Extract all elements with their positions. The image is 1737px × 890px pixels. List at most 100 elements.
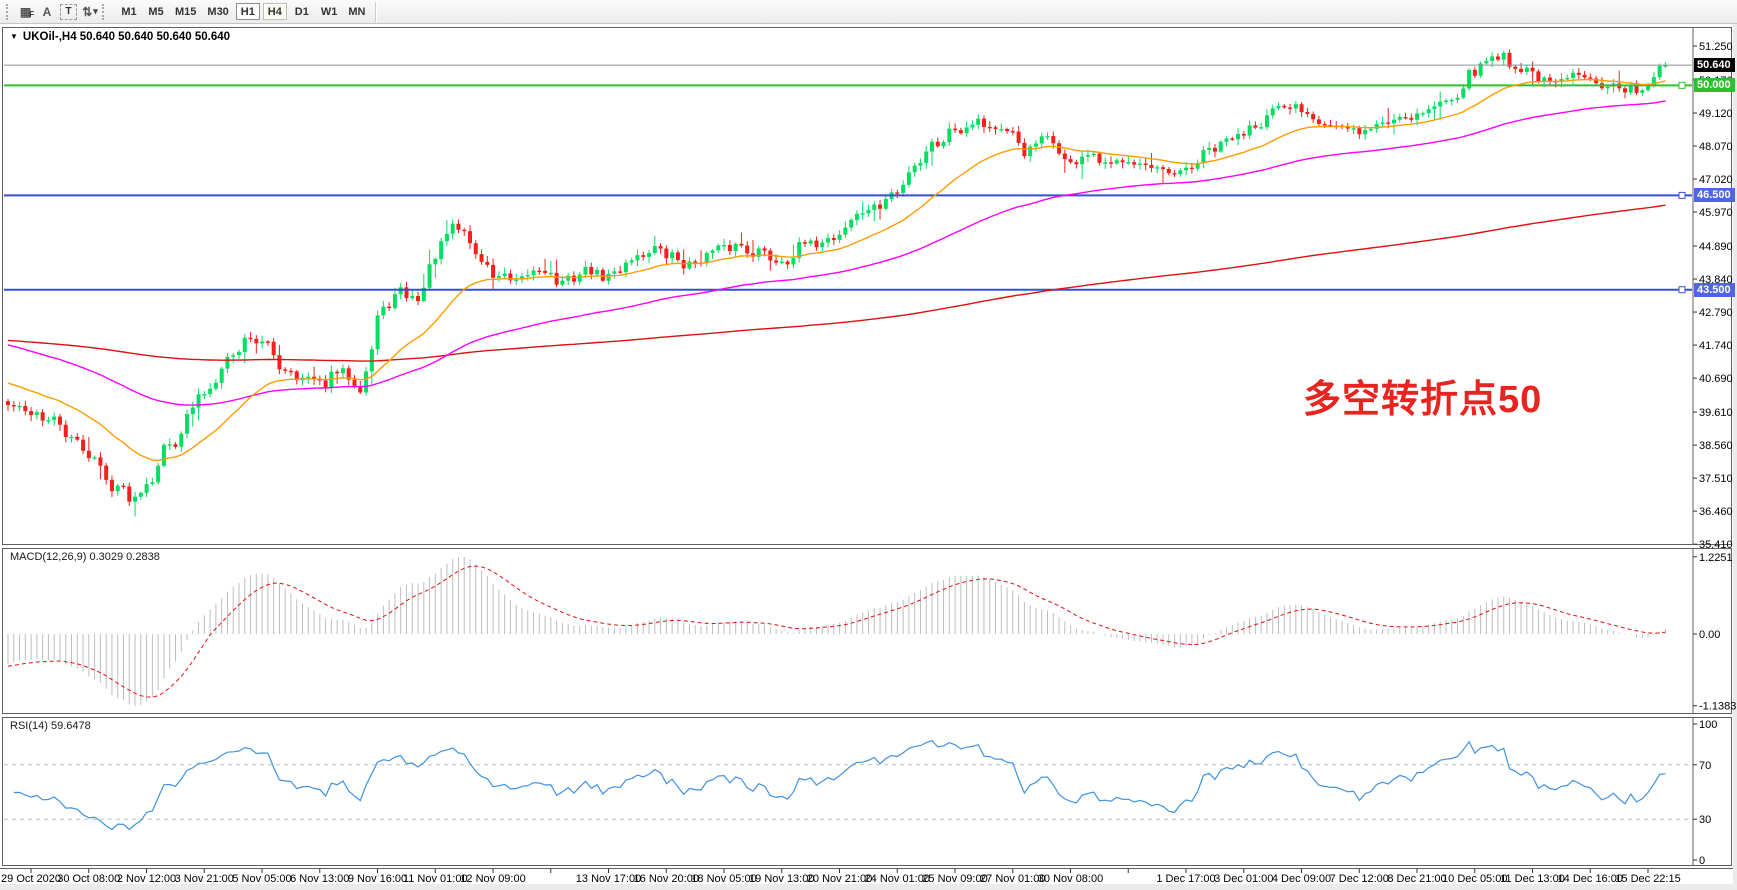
macd-axis-label: 0.00 xyxy=(1699,629,1720,641)
time-axis-label: 6 Nov 13:00 xyxy=(290,873,349,885)
price-axis-label: 37.510 xyxy=(1699,473,1733,485)
timeframe-button-d1[interactable]: D1 xyxy=(294,6,309,18)
rsi-axis-label: 100 xyxy=(1699,719,1717,731)
window-right-edge xyxy=(1733,24,1737,884)
time-axis-label: 14 Dec 16:00 xyxy=(1558,873,1623,885)
time-axis-label: 19 Nov 13:00 xyxy=(749,873,814,885)
time-axis-label: 25 Nov 09:00 xyxy=(922,873,987,885)
price-axis-label: 42.790 xyxy=(1699,307,1733,319)
horizontal-lines[interactable] xyxy=(4,64,1692,294)
symbol-ohlc-title: UKOil-,H4 50.640 50.640 50.640 50.640 xyxy=(22,31,231,43)
macd-axis: 1.2251 0.00 -1.1383 xyxy=(1692,549,1736,713)
hline-43-5-tag[interactable]: 43.500 xyxy=(1694,282,1735,297)
hline-50-handle[interactable] xyxy=(1678,81,1686,89)
toolbar-grip[interactable] xyxy=(6,3,12,20)
price-axis-label: 40.690 xyxy=(1699,373,1733,385)
text-box-icon[interactable]: T xyxy=(60,3,77,20)
toolbar: ▦ F A T ⇅ ▾ M1 M5 M15 M30 H1 H4 D1 W1 MN xyxy=(0,0,1737,24)
price-axis-label: 45.970 xyxy=(1699,207,1733,219)
timeframe-button-h1[interactable]: H1 xyxy=(235,3,260,20)
time-axis-label: 11 Dec 13:00 xyxy=(1500,873,1565,885)
macd-indicator-label: MACD(12,26,9) 0.3029 0.2838 xyxy=(10,551,160,563)
time-axis-label: 3 Nov 21:00 xyxy=(175,873,234,885)
price-chart-panel[interactable] xyxy=(2,27,1732,545)
hline-46-5-tag[interactable]: 46.500 xyxy=(1694,188,1735,203)
time-axis-label: 9 Nov 16:00 xyxy=(348,873,407,885)
macd-panel[interactable] xyxy=(2,548,1732,714)
time-axis-label: 12 Nov 09:00 xyxy=(460,873,525,885)
time-axis-label: 18 Nov 05:00 xyxy=(691,873,756,885)
time-axis xyxy=(0,868,1737,884)
toolbar-separator xyxy=(375,1,377,22)
current-price-line-tag: 50.640 xyxy=(1694,58,1735,73)
time-axis-label: 10 Dec 05:00 xyxy=(1442,873,1507,885)
timeframe-button-mn[interactable]: MN xyxy=(348,6,366,18)
chart-menu-arrow[interactable]: ▼ xyxy=(10,32,18,41)
time-axis-label: 5 Nov 05:00 xyxy=(232,873,291,885)
price-axis-label: 39.610 xyxy=(1699,407,1733,419)
price-axis-label: 49.120 xyxy=(1699,108,1733,120)
time-axis-label: 20 Nov 21:00 xyxy=(807,873,872,885)
time-axis-label: 3 Dec 01:00 xyxy=(1214,873,1273,885)
text-label-icon[interactable]: A xyxy=(42,4,52,19)
timeframe-button-m1[interactable]: M1 xyxy=(121,6,137,18)
price-axis-label: 36.460 xyxy=(1699,506,1733,518)
annotation-text: 多空转折点50 xyxy=(1303,379,1543,421)
rsi-axis: 100 70 30 0 xyxy=(1692,718,1717,867)
hline-46-5-handle[interactable] xyxy=(1678,191,1686,199)
rsi-plot xyxy=(4,739,1692,831)
ma-slow-line xyxy=(7,204,1666,362)
time-axis-label: 11 Nov 01:00 xyxy=(403,873,468,885)
time-axis-label: 24 Nov 01:00 xyxy=(865,873,930,885)
rsi-line xyxy=(13,739,1666,831)
time-axis-label: 16 Nov 20:00 xyxy=(634,873,699,885)
rsi-indicator-label: RSI(14) 59.6478 xyxy=(10,720,91,732)
rsi-panel[interactable] xyxy=(2,717,1732,866)
dropdown-caret-icon: ▾ xyxy=(93,6,98,16)
hline-50-tag[interactable]: 50.000 xyxy=(1694,78,1735,93)
timeframe-button-m5[interactable]: M5 xyxy=(148,6,164,18)
timeframe-button-h4[interactable]: H4 xyxy=(262,3,287,20)
chart-title[interactable]: ▼ UKOil-,H4 50.640 50.640 50.640 50.640 xyxy=(10,31,230,43)
price-axis-label: 35.410 xyxy=(1699,539,1733,551)
time-axis-label: 1 Dec 17:00 xyxy=(1156,873,1215,885)
objects-arrows-icon[interactable]: ⇅ ▾ xyxy=(82,4,98,19)
indicator-grid-icon[interactable]: ▦ F xyxy=(19,4,35,20)
rsi-axis-label: 30 xyxy=(1699,814,1711,826)
time-axis-label: 30 Nov 08:00 xyxy=(1038,873,1103,885)
price-axis-label: 38.560 xyxy=(1699,440,1733,452)
price-axis-label: 51.250 xyxy=(1699,41,1733,53)
time-axis-label: 27 Nov 01:00 xyxy=(980,873,1045,885)
price-axis: 51.25050.17049.12048.07047.02045.97044.8… xyxy=(1692,28,1733,551)
time-axis-label: 13 Nov 17:00 xyxy=(576,873,641,885)
timeframe-button-m15[interactable]: M15 xyxy=(175,6,197,18)
time-axis-label: 8 Dec 21:00 xyxy=(1387,873,1446,885)
moving-averages xyxy=(7,78,1666,462)
ma-mid-line xyxy=(7,100,1666,406)
time-axis-label: 7 Dec 12:00 xyxy=(1330,873,1389,885)
rsi-axis-label: 70 xyxy=(1699,760,1711,772)
price-axis-label: 44.890 xyxy=(1699,241,1733,253)
price-axis-label: 48.070 xyxy=(1699,141,1733,153)
macd-axis-label: -1.1383 xyxy=(1699,701,1736,713)
price-axis-label: 47.020 xyxy=(1699,174,1733,186)
timeframe-button-m30[interactable]: M30 xyxy=(207,6,229,18)
time-axis-label: 30 Oct 08:00 xyxy=(57,873,120,885)
window-bottom-edge xyxy=(0,884,1737,890)
time-axis-label: 2 Nov 12:00 xyxy=(117,873,176,885)
timeframe-button-w1[interactable]: W1 xyxy=(320,6,338,18)
rsi-axis-label: 0 xyxy=(1699,855,1705,867)
timeframe-group: M1 M5 M15 M30 H1 H4 D1 W1 MN xyxy=(117,3,369,20)
macd-histogram xyxy=(7,556,1666,706)
ma-fast-line xyxy=(7,78,1666,462)
time-axis-label: 29 Oct 2020 xyxy=(1,873,61,885)
time-axis-label: 15 Dec 22:15 xyxy=(1615,873,1680,885)
toolbar-grip[interactable] xyxy=(102,3,108,20)
price-axis-label: 41.740 xyxy=(1699,340,1733,352)
time-axis-label: 4 Dec 09:00 xyxy=(1272,873,1331,885)
hline-43-5-handle[interactable] xyxy=(1678,286,1686,294)
macd-axis-label: 1.2251 xyxy=(1699,552,1733,564)
